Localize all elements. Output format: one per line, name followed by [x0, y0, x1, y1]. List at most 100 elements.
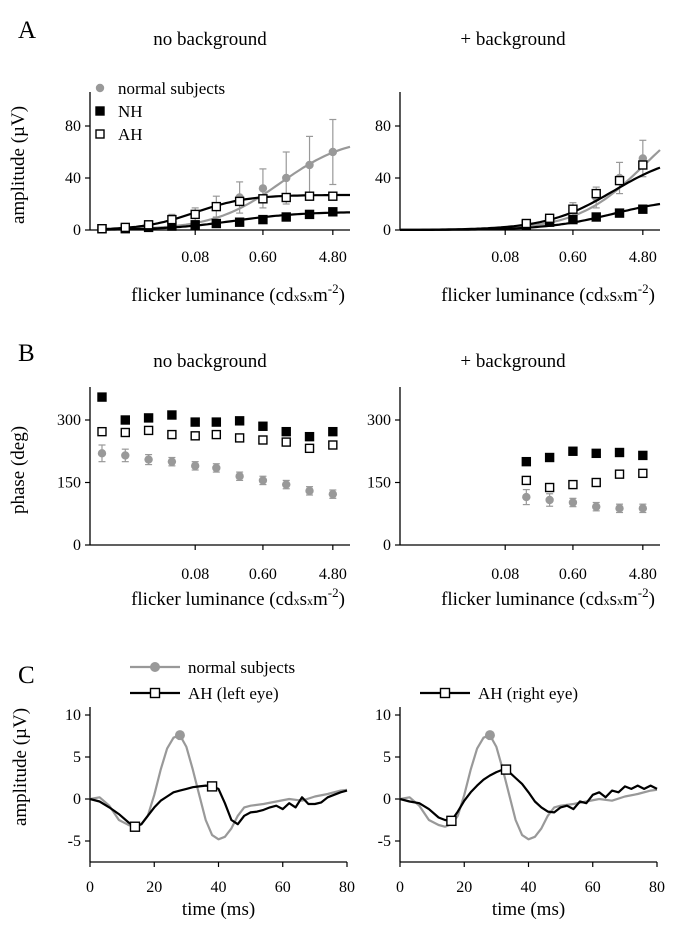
plot-b-right: + background 0 150 300 0.08 0.60 4.80 flicker l… — [367, 351, 660, 610]
plot-title: no background — [153, 29, 267, 50]
data-point — [304, 191, 315, 201]
x-axis-label: flicker luminance (cdxsxm-2) — [441, 585, 655, 610]
series-ah-left-eye — [89, 781, 348, 832]
x-tick-label: 4.80 — [629, 566, 657, 583]
data-point — [545, 495, 554, 505]
data-point — [282, 173, 291, 183]
data-point — [167, 457, 177, 466]
data-point — [258, 435, 268, 445]
legend: normal subjects AH (left eye) — [130, 658, 295, 703]
data-point — [568, 204, 578, 214]
y-tick-label: 10 — [375, 707, 391, 724]
x-tick-label: 0.60 — [249, 249, 277, 266]
peak-marker — [484, 730, 495, 741]
y-tick-label: 40 — [65, 170, 81, 187]
data-point — [305, 160, 314, 170]
data-point — [328, 191, 338, 201]
x-tick-label: 0.60 — [559, 249, 587, 266]
y-tick-label: 150 — [57, 475, 81, 492]
data-point — [638, 504, 648, 513]
data-point — [167, 410, 177, 420]
data-point — [521, 475, 532, 486]
data-point — [211, 417, 222, 427]
data-point — [591, 212, 601, 222]
y-axis-label: amplitude (µV) — [8, 106, 29, 224]
data-point — [544, 213, 555, 224]
series-normal-subjects — [399, 730, 658, 841]
data-point — [211, 201, 222, 212]
panel-letter-c: C — [18, 662, 35, 689]
data-point — [591, 477, 601, 488]
data-point — [234, 416, 245, 426]
data-point — [614, 469, 625, 479]
legend-marker — [95, 129, 105, 139]
data-point — [282, 480, 291, 489]
data-point — [212, 463, 221, 473]
x-axis-label: time (ms) — [182, 899, 255, 920]
x-tick-label: 40 — [211, 879, 227, 896]
data-point — [190, 220, 200, 230]
x-tick-label: 0.08 — [491, 249, 519, 266]
x-tick-label: 0 — [86, 879, 94, 896]
y-tick-label: -5 — [68, 833, 81, 850]
data-point — [328, 207, 338, 217]
data-point — [281, 437, 291, 447]
panel-letter-a: A — [18, 17, 36, 44]
data-point — [143, 220, 154, 230]
data-point — [614, 208, 625, 218]
y-axis-label: amplitude (µV) — [10, 708, 31, 826]
data-point — [544, 482, 555, 493]
data-point — [281, 426, 291, 437]
series-normal-subjects — [97, 444, 338, 499]
x-tick-label: 80 — [649, 879, 665, 896]
data-point — [120, 222, 130, 233]
data-point — [258, 476, 268, 485]
data-point — [568, 214, 578, 225]
data-point — [234, 196, 245, 207]
legend: normal subjects NH AH — [95, 79, 225, 144]
data-point — [235, 472, 244, 481]
legend-label: normal subjects — [118, 79, 225, 98]
legend-label: normal subjects — [188, 658, 295, 677]
trace-line — [399, 768, 658, 822]
y-tick-label: 0 — [383, 791, 391, 808]
data-point — [592, 502, 601, 511]
x-tick-label: 60 — [275, 879, 291, 896]
peak-marker — [446, 815, 457, 827]
x-tick-label: 60 — [585, 879, 601, 896]
plot-a-left: no background 0 40 80 0.08 0.60 4.80 flicker lu… — [8, 29, 351, 306]
data-point — [190, 461, 200, 471]
data-point — [522, 492, 531, 502]
x-tick-label: 0 — [396, 879, 404, 896]
y-axis-label: phase (deg) — [8, 426, 29, 514]
data-point — [97, 392, 107, 402]
data-point — [258, 214, 268, 225]
x-tick-label: 4.80 — [319, 249, 347, 266]
plot-title: + background — [460, 29, 566, 50]
data-point — [97, 449, 107, 458]
y-tick-label: 5 — [73, 749, 81, 766]
legend-marker — [149, 687, 161, 699]
y-tick-label: 10 — [65, 707, 81, 724]
data-point — [568, 446, 578, 456]
data-point — [304, 443, 315, 454]
plot-title: + background — [460, 351, 566, 372]
y-tick-label: 0 — [73, 222, 81, 239]
series-ah-right-eye — [399, 764, 658, 827]
data-point — [591, 448, 601, 459]
data-point — [120, 427, 130, 438]
peak-marker — [129, 821, 141, 832]
y-tick-label: 0 — [73, 537, 81, 554]
x-tick-label: 0.60 — [559, 566, 587, 583]
y-tick-label: 80 — [375, 118, 391, 135]
data-point — [614, 175, 625, 186]
data-point — [328, 489, 338, 499]
plot-c-right: -5 0 5 10 0 20 40 60 80 time (ms) AH (right eye) — [375, 684, 665, 920]
series-nh — [521, 446, 648, 467]
trace-line — [399, 734, 658, 841]
data-point — [258, 184, 268, 193]
data-point — [97, 426, 107, 437]
peak-marker — [206, 781, 218, 792]
series-normal-subjects — [522, 488, 648, 514]
